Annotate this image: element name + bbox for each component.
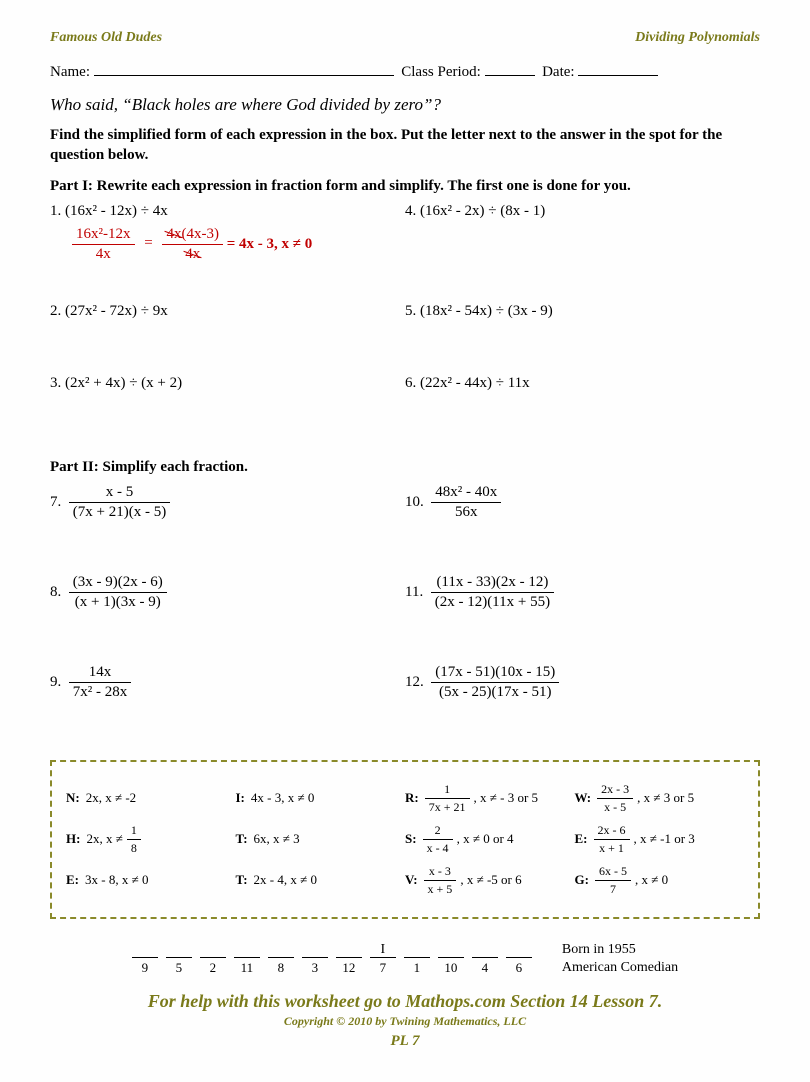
problem-7-num: 7. bbox=[50, 493, 61, 509]
answer-slot[interactable]: 10 bbox=[438, 942, 464, 976]
label-class: Class Period: bbox=[401, 64, 481, 80]
problem-11-numerator: (11x - 33)(2x - 12) bbox=[431, 574, 554, 593]
problem-3-text: 3. (2x² + 4x) ÷ (x + 2) bbox=[50, 375, 182, 391]
label-date: Date: bbox=[542, 64, 574, 80]
answer-I: I: 4x - 3, x ≠ 0 bbox=[236, 790, 406, 806]
answer-slot[interactable]: 4 bbox=[472, 942, 498, 976]
born-note: Born in 1955 American Comedian bbox=[562, 941, 678, 977]
footer-page: PL 7 bbox=[50, 1033, 760, 1050]
answer-V: V: x - 3x + 5 , x ≠ -5 or 6 bbox=[405, 864, 575, 897]
worked-f1-den: 4x bbox=[72, 245, 135, 263]
student-info-row: Name: Class Period: Date: bbox=[50, 64, 760, 81]
problem-11-num: 11. bbox=[405, 583, 423, 599]
answer-slot[interactable]: 1 bbox=[404, 942, 430, 976]
answer-slot[interactable]: 3 bbox=[302, 942, 328, 976]
problem-5-text: 5. (18x² - 54x) ÷ (3x - 9) bbox=[405, 303, 553, 319]
problem-8-denominator: (x + 1)(3x - 9) bbox=[69, 593, 167, 611]
answer-T2: T: 2x - 4, x ≠ 0 bbox=[236, 872, 406, 888]
answer-slot[interactable]: 9 bbox=[132, 942, 158, 976]
answer-W: W: 2x - 3x - 5 , x ≠ 3 or 5 bbox=[575, 782, 745, 815]
header-right: Dividing Polynomials bbox=[635, 30, 760, 46]
answer-slot[interactable]: 8 bbox=[268, 942, 294, 976]
problem-9-num: 9. bbox=[50, 673, 61, 689]
problem-10-numerator: 48x² - 40x bbox=[431, 484, 501, 503]
problem-8-num: 8. bbox=[50, 583, 61, 599]
problem-9: 9. 14x 7x² - 28x bbox=[50, 664, 405, 754]
label-name: Name: bbox=[50, 64, 90, 80]
problem-1: 1. (16x² - 12x) ÷ 4x 16x²-12x 4x = 4x(4x… bbox=[50, 203, 405, 303]
footer-copyright: Copyright © 2010 by Twining Mathematics,… bbox=[50, 1014, 760, 1029]
problem-8-numerator: (3x - 9)(2x - 6) bbox=[69, 574, 167, 593]
answer-G: G: 6x - 57 , x ≠ 0 bbox=[575, 864, 745, 897]
answer-S: S: 2x - 4 , x ≠ 0 or 4 bbox=[405, 823, 575, 856]
footer-help: For help with this worksheet go to Matho… bbox=[50, 991, 760, 1012]
page-header: Famous Old Dudes Dividing Polynomials bbox=[50, 30, 760, 46]
answer-key-box: N: 2x, x ≠ -2 I: 4x - 3, x ≠ 0 R: 17x + … bbox=[50, 760, 760, 919]
answer-slot[interactable]: 6 bbox=[506, 942, 532, 976]
blank-date[interactable] bbox=[578, 75, 658, 76]
part1-problems: 1. (16x² - 12x) ÷ 4x 16x²-12x 4x = 4x(4x… bbox=[50, 203, 760, 447]
problem-6-text: 6. (22x² - 44x) ÷ 11x bbox=[405, 375, 530, 391]
problem-11-denominator: (2x - 12)(11x + 55) bbox=[431, 593, 554, 611]
page-footer: For help with this worksheet go to Matho… bbox=[50, 991, 760, 1050]
part2-header: Part II: Simplify each fraction. bbox=[50, 459, 760, 476]
problem-5: 5. (18x² - 54x) ÷ (3x - 9) bbox=[405, 303, 760, 375]
answer-H: H: 2x, x ≠ 18 bbox=[66, 823, 236, 856]
answer-N: N: 2x, x ≠ -2 bbox=[66, 790, 236, 806]
answer-slot[interactable]: 2 bbox=[200, 942, 226, 976]
problem-12-num: 12. bbox=[405, 673, 424, 689]
problem-7-numerator: x - 5 bbox=[69, 484, 170, 503]
problem-7: 7. x - 5 (7x + 21)(x - 5) bbox=[50, 484, 405, 574]
born-line1: Born in 1955 bbox=[562, 941, 678, 959]
answer-slot[interactable]: I7 bbox=[370, 942, 396, 976]
header-left: Famous Old Dudes bbox=[50, 30, 162, 46]
answer-row-1: N: 2x, x ≠ -2 I: 4x - 3, x ≠ 0 R: 17x + … bbox=[66, 782, 744, 815]
problem-4-text: 4. (16x² - 2x) ÷ (8x - 1) bbox=[405, 203, 545, 219]
problem-9-numerator: 14x bbox=[69, 664, 132, 683]
problem-12: 12. (17x - 51)(10x - 15) (5x - 25)(17x -… bbox=[405, 664, 760, 754]
problem-10-denominator: 56x bbox=[431, 503, 501, 521]
problem-10: 10. 48x² - 40x 56x bbox=[405, 484, 760, 574]
problem-9-denominator: 7x² - 28x bbox=[69, 683, 132, 701]
slots-container: 9 5 2 11 8 3 12I7 1 10 4 6 bbox=[132, 942, 532, 976]
answer-slot[interactable]: 11 bbox=[234, 942, 260, 976]
answer-T1: T: 6x, x ≠ 3 bbox=[236, 831, 406, 847]
problem-7-denominator: (7x + 21)(x - 5) bbox=[69, 503, 170, 521]
riddle-question: Who said, “Black holes are where God div… bbox=[50, 95, 760, 115]
worked-f1-num: 16x²-12x bbox=[72, 226, 135, 245]
blank-name[interactable] bbox=[94, 75, 394, 76]
problem-8: 8. (3x - 9)(2x - 6) (x + 1)(3x - 9) bbox=[50, 574, 405, 664]
problem-10-num: 10. bbox=[405, 493, 424, 509]
answer-row-2: H: 2x, x ≠ 18 T: 6x, x ≠ 3 S: 2x - 4 , x… bbox=[66, 823, 744, 856]
problem-2-text: 2. (27x² - 72x) ÷ 9x bbox=[50, 303, 168, 319]
answer-slot[interactable]: 12 bbox=[336, 942, 362, 976]
problem-1-text: 1. (16x² - 12x) ÷ 4x bbox=[50, 203, 168, 219]
part1-header: Part I: Rewrite each expression in fract… bbox=[50, 178, 760, 195]
answer-slots: 9 5 2 11 8 3 12I7 1 10 4 6 Born in 1955 … bbox=[50, 941, 760, 977]
problem-2: 2. (27x² - 72x) ÷ 9x bbox=[50, 303, 405, 375]
problem-12-numerator: (17x - 51)(10x - 15) bbox=[431, 664, 559, 683]
problem-6: 6. (22x² - 44x) ÷ 11x bbox=[405, 375, 760, 447]
worked-example: 16x²-12x 4x = 4x(4x-3) 4x = 4x - 3, x ≠ … bbox=[50, 226, 393, 263]
answer-row-3: E: 3x - 8, x ≠ 0 T: 2x - 4, x ≠ 0 V: x -… bbox=[66, 864, 744, 897]
answer-slot[interactable]: 5 bbox=[166, 942, 192, 976]
part2-problems: 7. x - 5 (7x + 21)(x - 5) 10. 48x² - 40x… bbox=[50, 484, 760, 754]
instructions: Find the simplified form of each express… bbox=[50, 125, 760, 166]
answer-E2: E: 3x - 8, x ≠ 0 bbox=[66, 872, 236, 888]
born-line2: American Comedian bbox=[562, 959, 678, 977]
blank-class[interactable] bbox=[485, 75, 535, 76]
problem-4: 4. (16x² - 2x) ÷ (8x - 1) bbox=[405, 203, 760, 303]
answer-R: R: 17x + 21 , x ≠ - 3 or 5 bbox=[405, 782, 575, 815]
problem-11: 11. (11x - 33)(2x - 12) (2x - 12)(11x + … bbox=[405, 574, 760, 664]
answer-E1: E: 2x - 6x + 1 , x ≠ -1 or 3 bbox=[575, 823, 745, 856]
problem-12-denominator: (5x - 25)(17x - 51) bbox=[431, 683, 559, 701]
problem-3: 3. (2x² + 4x) ÷ (x + 2) bbox=[50, 375, 405, 447]
worked-result: = 4x - 3, x ≠ 0 bbox=[227, 235, 313, 251]
